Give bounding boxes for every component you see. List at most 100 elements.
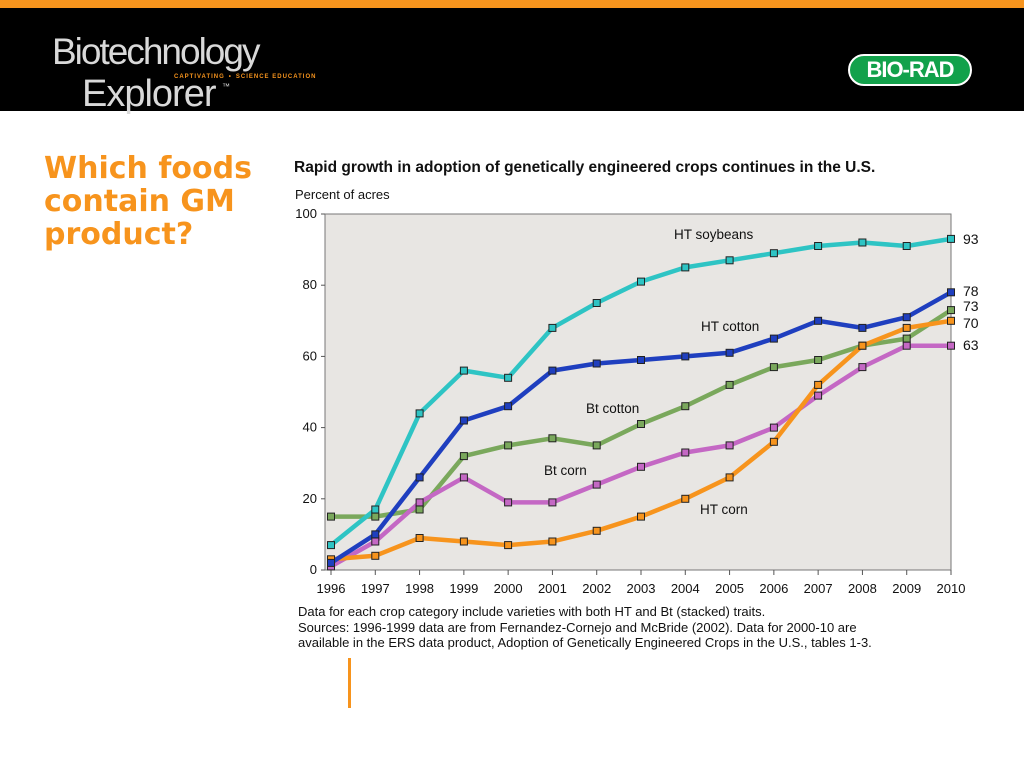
data-point-ht-corn [858,341,867,350]
data-point-ht-corn [592,526,601,535]
x-tick-label: 1999 [449,581,478,596]
data-point-bt-corn [504,498,513,507]
y-tick-label: 80 [303,277,317,292]
slide-title: Which foods contain GM product? [44,151,252,252]
series-markers [327,234,955,571]
end-label-ht-soybeans: 93 [963,231,979,247]
data-point-ht-corn [548,537,557,546]
data-point-bt-corn [725,441,734,450]
data-point-ht-corn [725,473,734,482]
data-point-ht-corn [681,494,690,503]
data-point-bt-cotton [415,505,424,514]
data-point-bt-corn [858,363,867,372]
data-point-ht-corn [459,537,468,546]
data-point-ht-corn [769,437,778,446]
data-point-bt-corn [548,498,557,507]
end-labels: 93 78 73 70 63 [963,231,979,353]
chart-note-line: Sources: 1996-1999 data are from Fernand… [298,619,857,635]
end-label-ht-cotton: 78 [963,283,979,299]
data-point-ht-cotton [902,313,911,322]
logo-trademark: ™ [222,82,230,91]
top-accent-rule [0,0,1024,8]
logo-line-1: Biotechnology [52,31,260,72]
data-point-ht-soybeans [504,373,513,382]
logo-tagline: CAPTIVATING • SCIENCE EDUCATION [174,74,316,80]
data-point-ht-cotton [415,473,424,482]
tagline-separator-icon: • [228,74,232,80]
data-point-ht-soybeans [814,242,823,250]
data-point-ht-corn [947,316,955,325]
series-label-ht-soybeans: HT soybeans [674,227,754,242]
data-point-ht-soybeans [371,505,380,514]
x-tick-label: 2005 [715,581,744,596]
adoption-chart: Rapid growth in adoption of genetically … [294,159,979,596]
data-point-ht-corn [415,534,424,542]
data-point-bt-cotton [902,334,911,343]
data-point-ht-soybeans [415,409,424,418]
data-point-ht-corn [902,323,911,332]
data-point-bt-cotton [637,420,645,428]
series-label-bt-cotton: Bt cotton [586,401,639,416]
x-tick-label: 2006 [759,581,788,596]
data-point-ht-soybeans [725,256,734,265]
data-point-ht-corn [371,551,380,560]
logo-line-2: Explorer [82,73,216,115]
data-point-ht-cotton [637,356,645,364]
chart-title: Rapid growth in adoption of genetically … [294,159,875,176]
data-point-bt-corn [902,341,911,350]
series-label-ht-cotton: HT cotton [701,319,759,334]
data-point-ht-cotton [504,402,513,411]
data-point-bt-corn [947,341,955,350]
plot-area [324,213,952,571]
data-point-bt-cotton [947,306,955,315]
data-point-bt-corn [814,391,823,400]
header-banner: Biotechnology CAPTIVATING • SCIENCE EDUCAT… [0,8,1024,115]
x-axis-ticks: 1996 1997 1998 1999 2000 2001 2002 2003 2004 2005… [317,570,965,596]
data-point-ht-soybeans [592,299,601,307]
text-cursor-icon [348,658,351,708]
data-point-bt-cotton [548,434,557,443]
y-tick-label: 0 [310,562,317,577]
end-label-bt-corn: 63 [963,337,979,353]
series-labels: HT soybeans HT cotton Bt cotton Bt corn … [544,227,759,517]
data-point-ht-cotton [814,316,823,325]
y-tick-label: 100 [295,206,317,221]
chart-note-line: Data for each crop category include vari… [298,604,766,619]
data-point-ht-corn [637,512,645,521]
data-point-ht-cotton [327,558,335,567]
data-point-ht-cotton [858,323,867,332]
x-tick-label: 1996 [317,581,346,596]
data-point-bt-corn [637,462,645,471]
data-point-ht-cotton [592,359,601,368]
data-point-bt-corn [769,423,778,432]
series-label-bt-corn: Bt corn [544,463,587,478]
y-axis-ticks: 0 20 40 60 80 100 [295,206,325,577]
y-tick-label: 60 [303,348,317,363]
y-tick-label: 20 [303,491,317,506]
x-tick-label: 2009 [892,581,921,596]
data-point-bt-corn [459,473,468,482]
data-point-bt-cotton [725,380,734,389]
data-point-bt-cotton [459,452,468,461]
data-point-bt-corn [681,448,690,457]
data-point-bt-cotton [371,512,380,521]
data-point-ht-soybeans [769,249,778,258]
data-point-ht-cotton [725,348,734,357]
data-point-ht-soybeans [858,238,867,247]
x-tick-label: 2003 [627,581,656,596]
data-point-ht-soybeans [327,541,335,550]
x-tick-label: 1998 [405,581,434,596]
x-tick-label: 2000 [494,581,523,596]
data-point-ht-soybeans [548,323,557,332]
data-point-ht-cotton [947,288,955,297]
data-point-ht-soybeans [637,277,645,286]
end-label-ht-corn: 70 [963,315,979,331]
data-point-bt-corn [415,498,424,507]
data-point-ht-cotton [548,366,557,375]
brand-logo: BIO-RAD [848,54,972,86]
data-point-ht-soybeans [681,263,690,272]
data-point-ht-cotton [681,352,690,361]
data-point-bt-cotton [327,512,335,521]
data-point-ht-soybeans [902,242,911,250]
data-point-ht-soybeans [947,234,955,243]
